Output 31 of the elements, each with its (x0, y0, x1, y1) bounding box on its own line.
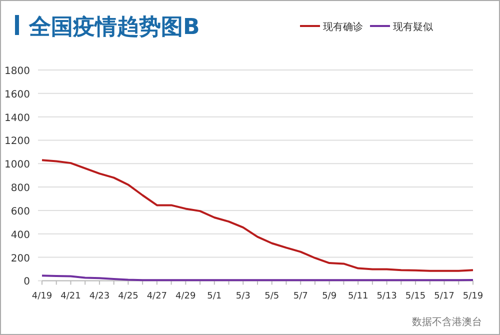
x-tick-label: 5/13 (376, 292, 397, 302)
x-tick-label: 5/17 (434, 292, 454, 302)
x-tick-label: 4/21 (60, 292, 81, 302)
line-series (41, 159, 474, 272)
x-tick-label: 5/1 (207, 292, 222, 302)
text: 数据不含港澳台 (412, 316, 482, 328)
x-tick-label: 5/15 (405, 292, 426, 302)
legend-label: 现有确诊 (323, 21, 363, 33)
y-tick-label: 600 (10, 206, 30, 218)
x-tick-label: 4/29 (176, 292, 196, 302)
y-tick-label: 400 (10, 230, 30, 241)
y-tick-label: 200 (10, 253, 30, 264)
x-tick-label: 4/27 (146, 292, 168, 302)
x-tick-label: 5/19 (462, 292, 484, 302)
legend-label: 现有疑似 (393, 21, 433, 33)
y-tick-label: 1400 (4, 112, 30, 124)
y-tick-label: 1800 (4, 66, 30, 77)
y-tick-label: 800 (10, 183, 30, 194)
x-tick-label: 5/11 (348, 292, 368, 302)
y-tick-label: 0 (24, 276, 30, 288)
y-tick-label: 1600 (4, 89, 30, 100)
x-tick-label: 4/25 (118, 292, 138, 302)
x-tick-label: 5/9 (322, 292, 337, 302)
chart-title: 全国疫情趋势图B (28, 15, 200, 40)
x-tick-label: 5/3 (236, 292, 250, 302)
y-tick-label: 1000 (4, 160, 30, 171)
x-tick-label: 5/7 (293, 292, 308, 302)
x-tick-label: 5/5 (264, 292, 280, 302)
y-tick-label: 1200 (4, 136, 30, 148)
x-tick-label: 4/23 (89, 292, 110, 302)
x-tick-label: 4/19 (32, 292, 52, 302)
